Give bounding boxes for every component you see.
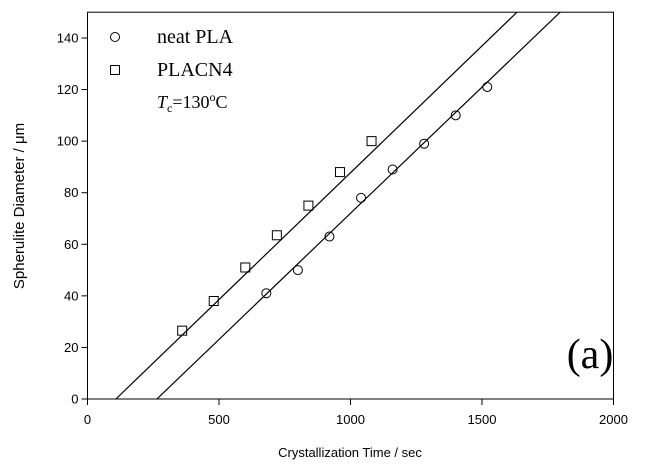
y-tick-label: 140 (57, 30, 79, 45)
y-axis-label: Spherulite Diameter / μm (11, 123, 28, 289)
y-tick-label: 100 (57, 134, 79, 149)
data-point (356, 192, 367, 203)
legend-label: PLACN4 (157, 59, 233, 81)
annotation-part: C (216, 92, 228, 112)
data-point (366, 136, 377, 147)
annotation-part: T (157, 92, 169, 112)
data-point (334, 167, 345, 178)
data-point (450, 110, 461, 121)
y-tick-label: 80 (64, 185, 78, 200)
y-tick-label: 20 (64, 340, 78, 355)
annotation-part: c (167, 101, 172, 115)
x-axis-label: Crystallization Time / sec (278, 445, 422, 460)
legend-marker (110, 65, 120, 75)
y-tick-label: 60 (64, 237, 78, 252)
data-point (240, 262, 251, 273)
annotation: Tc=130oC (157, 90, 228, 115)
x-tick-label: 1500 (468, 412, 497, 427)
legend-label: neat PLA (157, 26, 234, 48)
data-point (271, 230, 282, 241)
data-point (387, 164, 398, 175)
annotation-part: =130 (172, 92, 209, 112)
data-point (324, 231, 335, 242)
data-point (419, 138, 430, 149)
data-point (303, 200, 314, 211)
fit-line (115, 12, 518, 399)
data-point (482, 81, 493, 92)
fit-line (156, 12, 561, 399)
panel-label: (a) (567, 332, 614, 378)
x-tick-label: 0 (84, 412, 91, 427)
data-point (208, 296, 219, 307)
x-tick-label: 2000 (599, 412, 628, 427)
data-point (292, 265, 303, 276)
y-tick-label: 120 (57, 82, 79, 97)
y-tick-label: 0 (71, 392, 78, 407)
x-tick-label: 500 (208, 412, 230, 427)
data-point (177, 325, 188, 336)
legend-marker (110, 32, 120, 42)
annotation-part: o (210, 90, 216, 104)
data-point (261, 288, 272, 299)
y-tick-label: 40 (64, 288, 78, 303)
x-tick-label: 1000 (336, 412, 365, 427)
